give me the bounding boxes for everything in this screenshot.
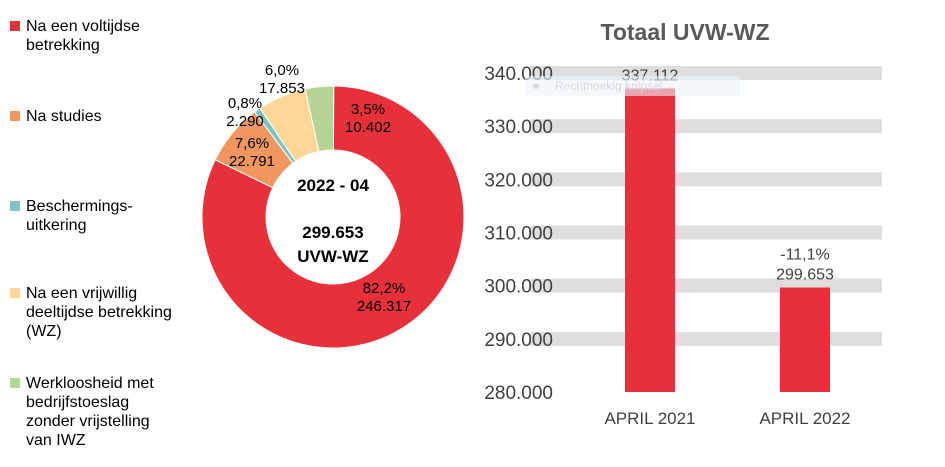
gridline — [530, 172, 882, 187]
donut-center-value: 299.653 — [302, 223, 363, 242]
y-tick-label: 280.000 — [484, 383, 553, 404]
y-tick-label: 300.000 — [484, 277, 553, 298]
legend-swatch — [10, 288, 20, 298]
legend-swatch — [10, 201, 20, 211]
slice-value-label: 2.290 — [226, 113, 264, 130]
bar-data-label: -11,1% — [780, 247, 830, 264]
legend-swatch — [10, 21, 20, 31]
slice-value-label: 17.853 — [259, 80, 305, 97]
legend-swatch — [10, 111, 20, 121]
legend-label: Na studies — [26, 108, 102, 125]
slice-percent-label: 82,2% — [363, 280, 406, 297]
y-tick-label: 310.000 — [484, 224, 553, 245]
gridline — [530, 225, 882, 240]
bar — [780, 287, 830, 392]
legend-swatch — [10, 378, 20, 388]
legend-item: Na een voltijdse betrekking — [10, 17, 140, 55]
legend-label: Na een vrijwillig deeltijdse betrekking (W… — [26, 285, 172, 340]
donut-slice — [304, 85, 335, 153]
slice-value-label: 10.402 — [345, 119, 391, 136]
donut-center-title: 2022 - 04 — [297, 176, 369, 195]
bar-chart-title: Totaal UVW-WZ — [600, 19, 769, 45]
donut-slice — [201, 85, 465, 349]
slice-percent-label: 0,8% — [228, 95, 262, 112]
legend-item: Na studies — [10, 107, 102, 126]
slice-value-label: 22.791 — [229, 153, 275, 170]
slice-percent-label: 3,5% — [351, 101, 385, 118]
bar-data-label: 299.653 — [776, 267, 834, 284]
slice-percent-label: 7,6% — [235, 135, 269, 152]
legend-label: Beschermings-uitkering — [26, 198, 133, 234]
snip-tooltip: Rechthoekig knipsel — [525, 76, 740, 96]
bar — [625, 88, 675, 393]
donut-center-unit: UVW-WZ — [297, 247, 368, 266]
y-tick-label: 330.000 — [484, 117, 553, 138]
slice-value-label: 246.317 — [357, 298, 411, 315]
legend-item: Beschermings-uitkering — [10, 197, 133, 235]
y-tick-label: 290.000 — [484, 330, 553, 351]
legend-label: Na een voltijdse betrekking — [26, 18, 140, 54]
legend-item: Werkloosheid met bedrijfstoeslag zonder vr… — [10, 374, 154, 450]
x-tick-label: APRIL 2021 — [604, 409, 695, 428]
legend-item: Na een vrijwillig deeltijdse betrekking (W… — [10, 284, 172, 341]
gridline — [530, 119, 882, 134]
slice-percent-label: 6,0% — [265, 62, 299, 79]
y-tick-label: 320.000 — [484, 170, 553, 191]
legend-label: Werkloosheid met bedrijfstoeslag zonder vr… — [26, 375, 154, 449]
x-tick-label: APRIL 2022 — [759, 409, 850, 428]
